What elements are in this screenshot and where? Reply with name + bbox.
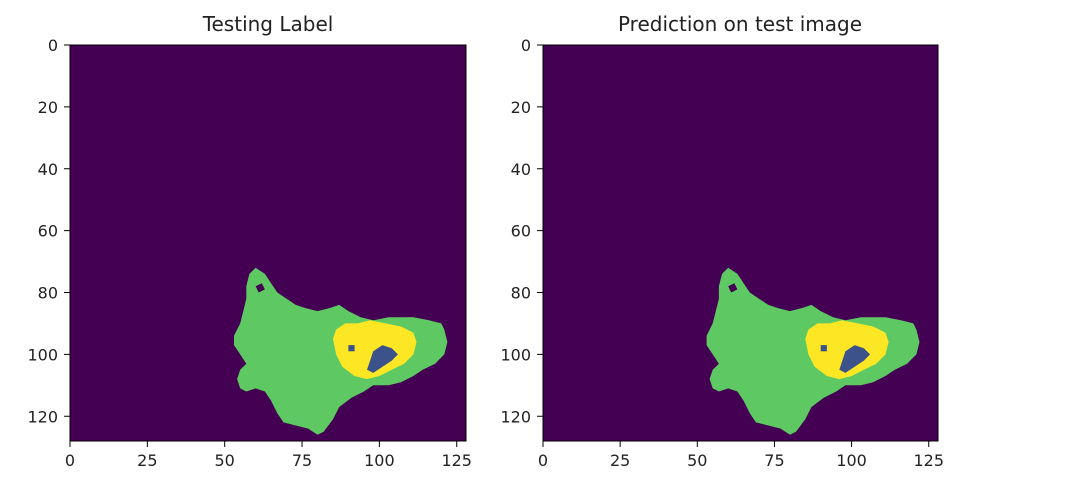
image-panel-prediction: 0 25 50 75 100 125 0 20 40 60 80 100 120 [500, 36, 944, 470]
y-tick-label: 120 [27, 407, 58, 426]
chart-title-testing-label: Testing Label [202, 12, 334, 36]
x-tick-label: 75 [292, 451, 312, 470]
x-tick-label: 50 [687, 451, 707, 470]
chart-title-prediction: Prediction on test image [618, 12, 862, 36]
x-tick-label: 125 [441, 451, 472, 470]
segment-region-class-3 [805, 320, 889, 380]
y-tick-label: 0 [48, 36, 58, 55]
segment-region-class-1 [839, 345, 871, 373]
axes-frame [69, 44, 467, 442]
segment-region-class-3 [333, 320, 417, 380]
subplot-prediction: Prediction on test image 0 25 50 75 100 125 0 2… [500, 12, 944, 470]
segment-region-class-0 [728, 283, 738, 293]
x-tick-label: 50 [215, 451, 235, 470]
x-tick-label: 0 [538, 451, 548, 470]
y-tick-label: 0 [521, 36, 531, 55]
y-tick-label: 80 [511, 284, 531, 303]
x-tick-label: 25 [610, 451, 630, 470]
y-tick-label: 20 [38, 98, 58, 117]
x-tick-label: 100 [364, 451, 395, 470]
y-tick-label: 60 [38, 222, 58, 241]
y-tick-label: 60 [511, 222, 531, 241]
segment-region-class-1 [820, 345, 827, 352]
segment-region-class-0 [255, 283, 265, 293]
y-tick-label: 120 [500, 407, 531, 426]
y-tick-label: 100 [27, 345, 58, 364]
x-tick-label: 25 [137, 451, 157, 470]
y-tick-label: 40 [511, 160, 531, 179]
x-tick-label: 125 [913, 451, 944, 470]
y-tick-label: 100 [500, 345, 531, 364]
x-tick-label: 100 [836, 451, 867, 470]
image-panel-testing-label: 0 25 50 75 100 125 0 20 40 60 80 100 120 [27, 36, 472, 470]
y-tick-label: 80 [38, 284, 58, 303]
y-tick-label: 20 [511, 98, 531, 117]
axes-frame [542, 44, 939, 442]
segment-region-class-1 [348, 345, 355, 352]
x-tick-label: 75 [764, 451, 784, 470]
y-tick-label: 40 [38, 160, 58, 179]
subplot-testing-label: Testing Label 0 25 50 75 100 125 0 20 40 60 80 100 1… [27, 12, 472, 470]
x-tick-label: 0 [65, 451, 75, 470]
segment-region-class-1 [367, 345, 398, 373]
